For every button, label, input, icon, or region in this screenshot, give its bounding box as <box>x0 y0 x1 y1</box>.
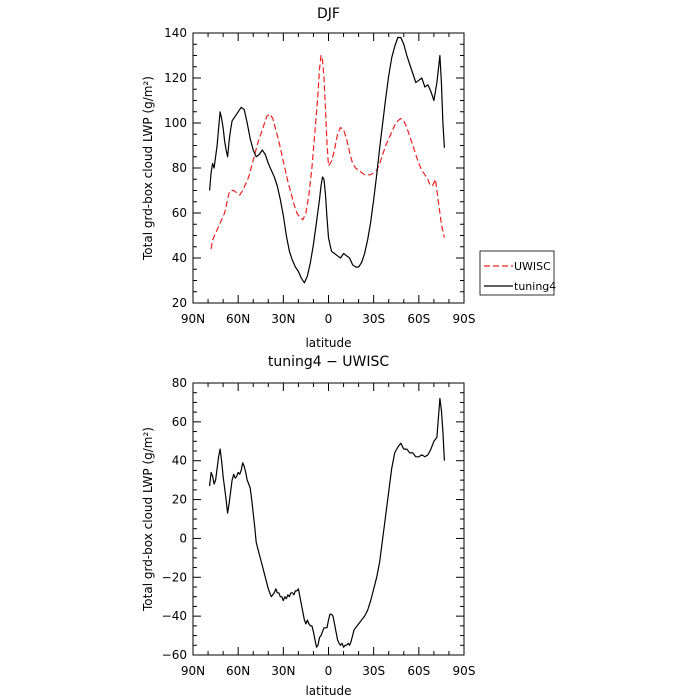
y-tick-label: 100 <box>164 116 187 130</box>
y-tick-label: −20 <box>162 570 187 584</box>
legend-label: UWISC <box>514 260 551 273</box>
y-tick-label: 60 <box>172 206 187 220</box>
panel-title: DJF <box>317 6 340 22</box>
y-tick-label: 40 <box>172 454 187 468</box>
y-tick-label: −40 <box>162 609 187 623</box>
y-axis-title: Total grd-box cloud LWP (g/m²) <box>141 427 155 612</box>
panel-title: tuning4 − UWISC <box>268 354 390 370</box>
x-tick-label: 0 <box>325 312 333 326</box>
y-tick-label: −60 <box>162 648 187 662</box>
x-tick-label: 60S <box>407 312 430 326</box>
x-tick-label: 0 <box>325 664 333 678</box>
x-tick-label: 90S <box>453 664 476 678</box>
difference-line <box>209 397 445 648</box>
x-tick-label: 90S <box>453 312 476 326</box>
x-tick-label: 60S <box>407 664 430 678</box>
legend-label: tuning4 <box>514 280 556 293</box>
y-tick-label: 80 <box>172 161 187 175</box>
panel-1: DJF 90N 60N 30N 0 30S 60S 90S 20 40 60 80 100 120 140 l… <box>141 6 556 350</box>
x-tick-label: 90N <box>181 312 205 326</box>
plot-frame <box>192 382 465 656</box>
x-tick-label: 90N <box>181 664 205 678</box>
y-axis-title: Total grd-box cloud LWP (g/m²) <box>141 76 155 261</box>
x-tick-label: 60N <box>226 312 250 326</box>
legend-box <box>479 250 555 296</box>
x-tick-label: 60N <box>226 664 250 678</box>
series-line-uwisc <box>210 54 445 250</box>
y-tick-label: 20 <box>172 296 187 310</box>
plot-frame <box>192 32 465 304</box>
x-tick-label: 30S <box>362 664 385 678</box>
x-axis-title: latitude <box>305 336 351 350</box>
y-tick-label: 140 <box>164 26 187 40</box>
panel-2: tuning4 − UWISC 90N 60N 30N 0 30S 60S 90S −60 −40… <box>141 354 475 698</box>
y-tick-label: 40 <box>172 251 187 265</box>
y-tick-label: 60 <box>172 415 187 429</box>
y-tick-label: 120 <box>164 71 187 85</box>
x-tick-label: 30S <box>362 312 385 326</box>
x-tick-label: 30N <box>271 664 295 678</box>
y-tick-label: 20 <box>172 493 187 507</box>
y-tick-label: 0 <box>179 531 187 545</box>
legend: UWISC tuning4 <box>479 250 556 296</box>
series-line-tuning4 <box>209 36 445 284</box>
x-axis-title: latitude <box>305 684 351 698</box>
y-tick-label: 80 <box>172 376 187 390</box>
x-tick-label: 30N <box>271 312 295 326</box>
